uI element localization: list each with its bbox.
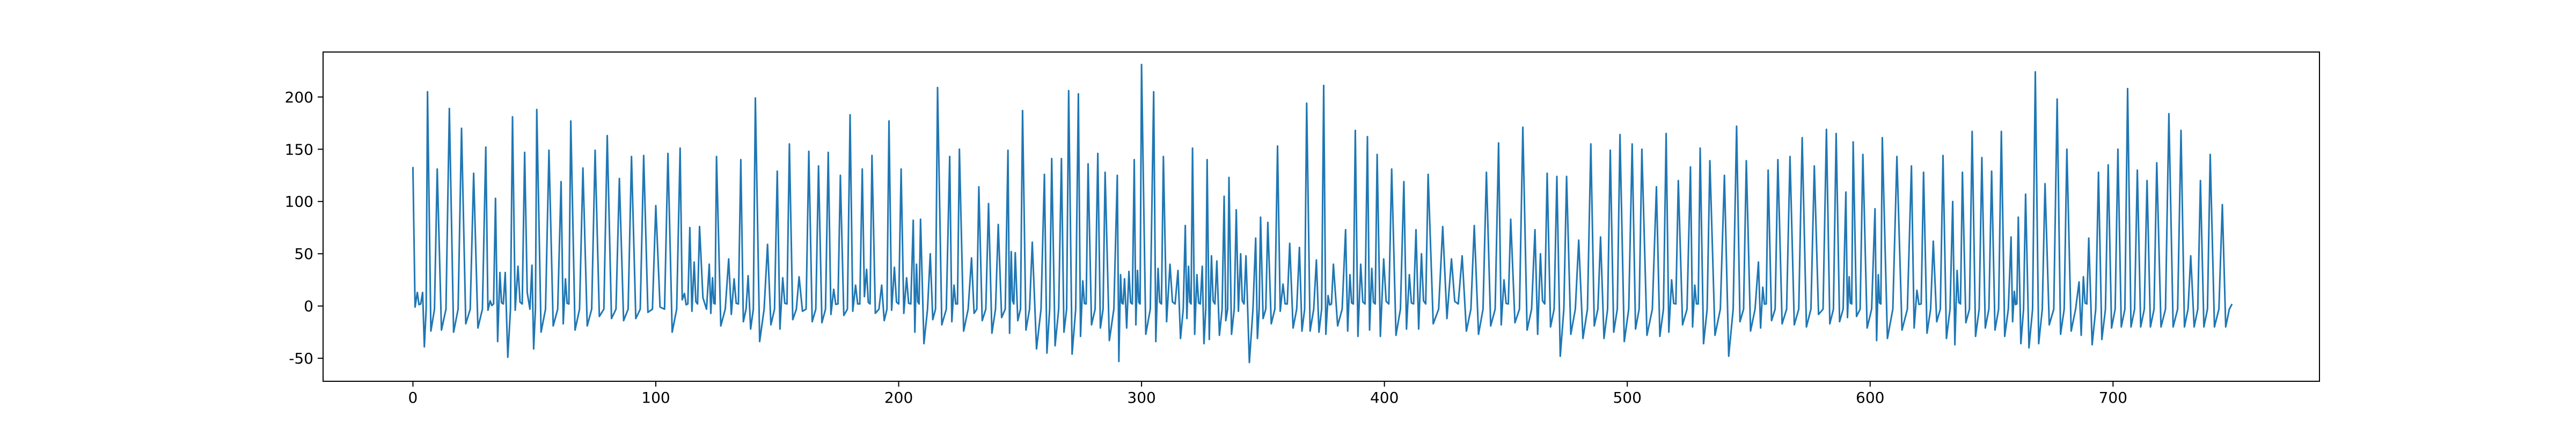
series-line (412, 63, 2233, 364)
y-tick-label: 150 (285, 140, 313, 158)
y-tick-label: 0 (304, 298, 313, 315)
y-tick-label: 100 (285, 193, 313, 211)
x-tick-label: 0 (408, 389, 418, 406)
x-tick-label: 500 (1613, 389, 1641, 406)
y-tick-label: 200 (285, 88, 313, 106)
x-tick-label: 100 (641, 389, 670, 406)
y-axis: -50 0 50 100 150 200 (285, 88, 323, 367)
plot-area (412, 63, 2233, 364)
x-tick-label: 700 (2099, 389, 2127, 406)
x-axis: 0 100 200 300 400 500 600 700 (408, 381, 2127, 406)
axes-frame (323, 51, 2320, 382)
x-tick-label: 200 (884, 389, 913, 406)
x-tick-label: 300 (1127, 389, 1155, 406)
y-tick-label: 50 (294, 245, 313, 263)
x-tick-label: 400 (1370, 389, 1399, 406)
x-tick-label: 600 (1856, 389, 1884, 406)
y-tick-label: -50 (289, 350, 313, 367)
